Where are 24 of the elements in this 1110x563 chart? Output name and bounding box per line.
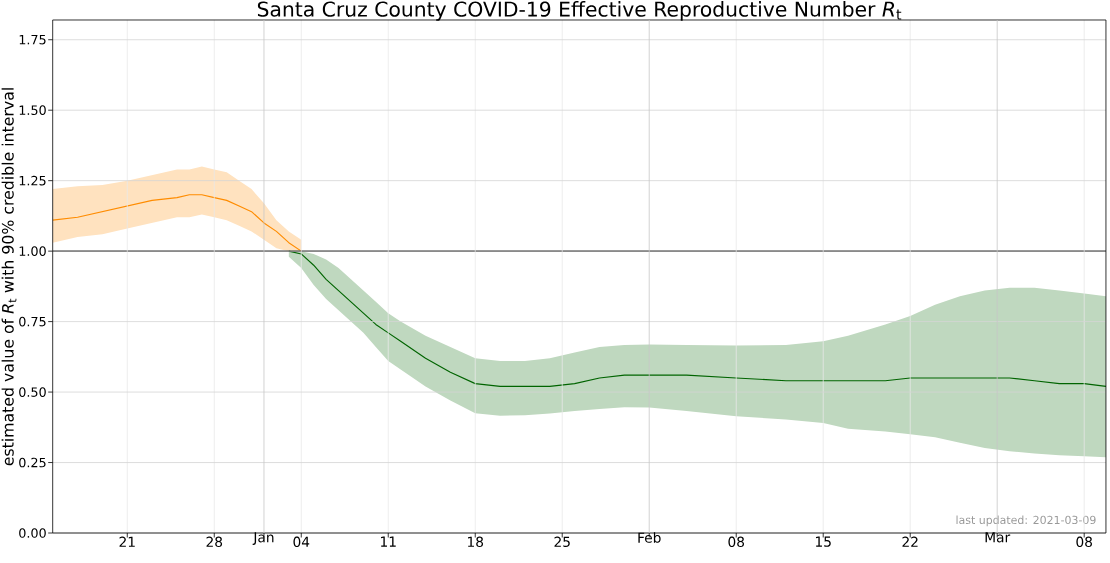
annotation: last updated: 2021-03-09 [956, 515, 1096, 527]
x-tick-label: Feb [638, 532, 661, 543]
x-tick-label: 04 [293, 536, 310, 548]
y-tick-label: 1.50 [19, 105, 46, 116]
x-tick-label: Jan [252, 532, 274, 545]
chart-title: Santa Cruz County COVID-19 Effective Reproductive Number R$_{t}$ [257, 1, 902, 21]
y-tick-label: 1.00 [19, 246, 46, 256]
x-tick-label: 25 [554, 536, 570, 548]
x-tick-label: 08 [728, 536, 745, 548]
x-tick-label: Mar [985, 532, 1011, 543]
y-tick-label: 0.50 [19, 387, 46, 397]
x-tick-label: 18 [468, 536, 484, 548]
x-tick-label: 28 [206, 536, 223, 548]
y-tick-label: 1.25 [19, 175, 46, 186]
y-tick-label: 1.75 [19, 34, 46, 45]
x-tick-label: 08 [1076, 536, 1092, 548]
x-tick-label: 22 [902, 536, 918, 547]
y-tick-label: 0.75 [19, 316, 46, 327]
y-axis-title: estimated value of R$_{t}$ with 90% credible interval [1, 88, 17, 466]
x-tick-label: 11 [381, 536, 396, 547]
x-tick-label: 21 [119, 536, 135, 547]
y-tick-label: 0.25 [19, 457, 46, 468]
x-tick-label: 15 [815, 536, 831, 547]
y-tick-label: 0.00 [19, 528, 46, 538]
